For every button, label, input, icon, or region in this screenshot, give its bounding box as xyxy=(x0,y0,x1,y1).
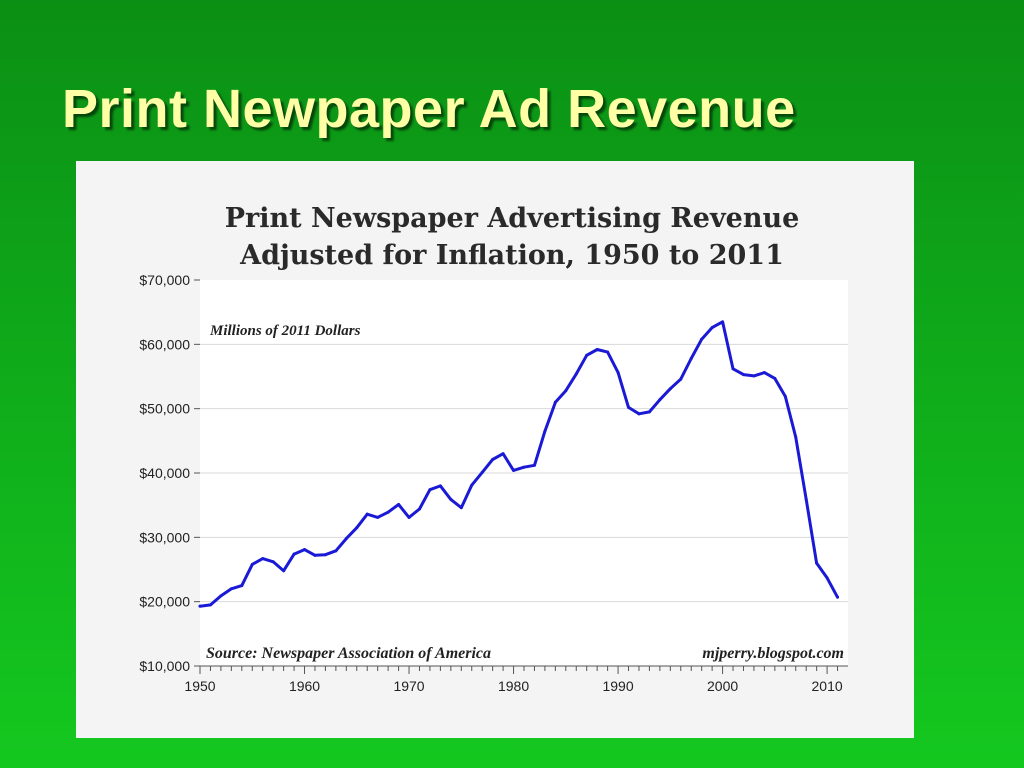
data-point xyxy=(585,353,589,357)
data-point xyxy=(574,372,578,376)
data-point xyxy=(710,326,714,330)
data-point xyxy=(689,356,693,360)
grid-lines xyxy=(200,343,848,603)
chart-panel: Print Newspaper Advertising Revenue Adju… xyxy=(76,161,914,738)
x-axis: 1950 1960 1970 1980 1990 2000 2010 xyxy=(184,665,848,694)
data-point xyxy=(553,400,557,404)
data-point xyxy=(752,374,756,378)
data-point xyxy=(804,497,808,501)
data-point xyxy=(543,429,547,433)
x-tick-label: 1970 xyxy=(393,678,424,694)
data-point xyxy=(512,468,516,472)
data-point xyxy=(219,594,223,598)
data-point xyxy=(344,537,348,541)
data-point xyxy=(407,515,411,519)
data-point xyxy=(208,603,212,607)
data-point xyxy=(658,398,662,402)
credit-note: mjperry.blogspot.com xyxy=(702,645,844,662)
data-point xyxy=(741,373,745,377)
slide-title: Print Newpaper Ad Revenue xyxy=(62,79,796,139)
data-point xyxy=(679,377,683,381)
data-point xyxy=(532,463,536,467)
data-point xyxy=(773,376,777,380)
chart-subtitle: Adjusted for Inflation, 1950 to 2011 xyxy=(239,240,784,271)
y-tick-label: $50,000 xyxy=(139,401,190,417)
x-tick-label: 1980 xyxy=(498,678,529,694)
data-point xyxy=(616,371,620,375)
data-point xyxy=(376,515,380,519)
data-point xyxy=(606,350,610,354)
data-point xyxy=(637,412,641,416)
data-point xyxy=(417,507,421,511)
data-point xyxy=(836,595,840,599)
data-point xyxy=(522,465,526,469)
x-tick-label: 2000 xyxy=(707,678,738,694)
x-tick-label: 1960 xyxy=(289,678,320,694)
x-tick-label: 2010 xyxy=(812,678,843,694)
data-point xyxy=(250,562,254,566)
data-point xyxy=(480,470,484,474)
y-tick-label: $30,000 xyxy=(139,529,190,545)
data-point xyxy=(229,587,233,591)
chart-title: Print Newspaper Advertising Revenue xyxy=(225,203,800,234)
data-point xyxy=(815,561,819,565)
data-point xyxy=(313,553,317,557)
source-note: Source: Newspaper Association of America xyxy=(206,645,491,662)
x-tick-label: 1950 xyxy=(184,678,215,694)
data-point xyxy=(365,512,369,516)
data-point xyxy=(397,503,401,507)
data-point xyxy=(700,337,704,341)
data-point xyxy=(303,548,307,552)
data-point xyxy=(647,410,651,414)
data-point xyxy=(271,560,275,564)
data-point xyxy=(470,483,474,487)
data-point xyxy=(794,435,798,439)
data-point xyxy=(564,389,568,393)
data-point xyxy=(491,457,495,461)
series-line xyxy=(198,320,839,608)
data-point xyxy=(449,497,453,501)
data-point xyxy=(762,371,766,375)
y-axis: $70,000 $60,000 $50,000 $40,000 $30,000 $20,0… xyxy=(139,272,200,674)
data-point xyxy=(721,320,725,324)
data-point xyxy=(355,526,359,530)
series-layer xyxy=(198,320,840,608)
data-point xyxy=(668,387,672,391)
y-tick-label: $70,000 xyxy=(139,272,190,288)
data-point xyxy=(386,510,390,514)
data-point xyxy=(438,484,442,488)
units-note: Millions of 2011 Dollars xyxy=(209,323,361,339)
data-point xyxy=(428,488,432,492)
data-point xyxy=(731,367,735,371)
x-tick-label: 1990 xyxy=(602,678,633,694)
data-point xyxy=(240,584,244,588)
data-point xyxy=(825,576,829,580)
data-point xyxy=(261,557,265,561)
data-point xyxy=(595,347,599,351)
data-point xyxy=(292,552,296,556)
data-point xyxy=(323,553,327,557)
data-point xyxy=(783,394,787,398)
data-point xyxy=(282,569,286,573)
data-point xyxy=(501,452,505,456)
y-tick-label: $40,000 xyxy=(139,465,190,481)
data-point xyxy=(198,604,202,608)
data-point xyxy=(627,405,631,409)
y-tick-label: $20,000 xyxy=(139,594,190,610)
data-point xyxy=(459,506,463,510)
line-chart: Print Newspaper Advertising Revenue Adju… xyxy=(139,203,848,694)
data-point xyxy=(334,549,338,553)
y-tick-label: $10,000 xyxy=(139,658,190,674)
y-tick-label: $60,000 xyxy=(139,336,190,352)
